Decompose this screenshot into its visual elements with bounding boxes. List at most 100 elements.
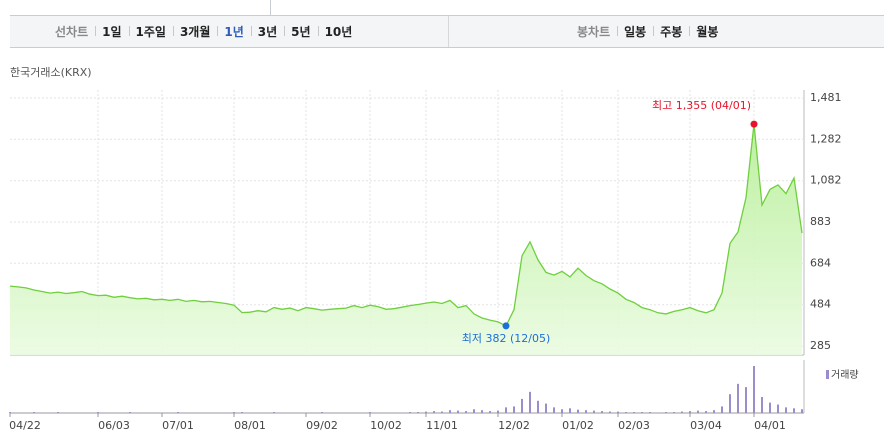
volume-bar xyxy=(465,411,467,413)
volume-bar xyxy=(481,410,483,413)
annotation-dot xyxy=(502,322,510,330)
volume-bar xyxy=(129,412,131,413)
price-line xyxy=(9,124,803,327)
volume-bar xyxy=(489,411,491,413)
legend-label: 거래량 xyxy=(831,369,859,381)
volume-bar xyxy=(457,410,459,413)
volume-bar xyxy=(505,407,507,413)
annotation-label: 최저 382 (12/05) xyxy=(462,332,551,345)
volume-bar xyxy=(641,412,643,413)
tab-bar: 선차트 1일 1주일 3개월 1년 3년 5년 10년 봉차트 일봉 주봉 월봉 xyxy=(10,15,884,48)
line-tabs: 선차트 1일 1주일 3개월 1년 3년 5년 10년 xyxy=(48,16,359,47)
volume-bar xyxy=(705,411,707,413)
tab[interactable]: 10년 xyxy=(317,23,360,40)
x-tick-label: 08/01 xyxy=(234,419,266,432)
volume-bar xyxy=(537,400,539,413)
x-tick-label: 04/22 xyxy=(9,419,41,432)
volume-bar xyxy=(801,409,803,413)
tab[interactable]: 1년 xyxy=(217,23,250,40)
candle-tabs: 봉차트 일봉 주봉 월봉 xyxy=(570,16,725,47)
volume-bar xyxy=(609,411,611,413)
volume-bar xyxy=(321,412,323,413)
tab[interactable]: 일봉 xyxy=(617,23,653,40)
volume-bar xyxy=(9,412,11,413)
x-tick-label: 01/02 xyxy=(562,419,594,432)
volume-bar xyxy=(177,412,179,413)
volume-bar xyxy=(769,402,771,413)
tab-label: 선차트 xyxy=(55,25,89,39)
volume-bar xyxy=(417,412,419,413)
volume-bar xyxy=(753,366,755,413)
volume-bar xyxy=(409,412,411,413)
volume-bar xyxy=(601,411,603,413)
tab-divider xyxy=(448,16,449,47)
volume-bar xyxy=(57,412,59,413)
chart-subtitle: 한국거래소(KRX) xyxy=(10,66,92,79)
y-tick-label: 285 xyxy=(810,339,831,352)
volume-bar xyxy=(273,412,275,413)
volume-bar xyxy=(497,410,499,413)
volume-bar xyxy=(241,412,243,413)
tab[interactable]: 3년 xyxy=(250,23,284,40)
volume-bar xyxy=(793,408,795,413)
volume-bar xyxy=(369,412,371,413)
volume-bar xyxy=(529,391,531,413)
volume-bar xyxy=(673,412,675,413)
price-area xyxy=(10,124,802,355)
x-tick-label: 03/04 xyxy=(690,419,722,432)
volume-bar xyxy=(729,394,731,413)
volume-bar xyxy=(513,406,515,413)
volume-bar xyxy=(633,412,635,413)
volume-bar xyxy=(577,409,579,413)
volume-bar xyxy=(713,410,715,413)
y-tick-label: 1,282 xyxy=(810,132,842,145)
volume-bar xyxy=(785,407,787,413)
volume-bar xyxy=(569,408,571,413)
tab[interactable]: 3개월 xyxy=(172,23,217,40)
x-tick-label: 11/01 xyxy=(426,419,458,432)
volume-bar xyxy=(737,383,739,413)
volume-bar xyxy=(545,403,547,413)
y-tick-label: 883 xyxy=(810,215,831,228)
y-tick-label: 1,481 xyxy=(810,91,842,104)
volume-bar xyxy=(473,409,475,413)
x-tick-label: 09/02 xyxy=(306,419,338,432)
x-tick-label: 02/03 xyxy=(618,419,650,432)
tab[interactable]: 1주일 xyxy=(128,23,173,40)
volume-bar xyxy=(553,407,555,413)
tab[interactable]: 월봉 xyxy=(689,23,725,40)
tab[interactable]: 주봉 xyxy=(653,23,689,40)
volume-bar xyxy=(33,412,35,413)
volume-bar xyxy=(625,412,627,413)
volume-bar xyxy=(441,411,443,413)
volume-bar xyxy=(777,404,779,413)
volume-bar xyxy=(649,412,651,413)
annotation-dot xyxy=(750,120,758,128)
volume-bar xyxy=(761,397,763,413)
x-tick-label: 07/01 xyxy=(162,419,194,432)
volume-bar xyxy=(593,410,595,413)
volume-bar xyxy=(745,387,747,413)
volume-bar xyxy=(585,410,587,413)
x-tick-label: 04/01 xyxy=(754,419,786,432)
x-tick-label: 10/02 xyxy=(370,419,402,432)
y-tick-label: 484 xyxy=(810,298,831,311)
volume-bar xyxy=(721,406,723,413)
x-tick-label: 06/03 xyxy=(98,419,130,432)
tab[interactable]: 1일 xyxy=(95,23,128,40)
volume-bar xyxy=(697,410,699,413)
volume-bar xyxy=(233,412,235,413)
volume-bar xyxy=(433,411,435,413)
tab[interactable]: 5년 xyxy=(284,23,317,40)
volume-bar xyxy=(681,411,683,413)
volume-bar xyxy=(561,409,563,413)
volume-bar xyxy=(689,411,691,413)
tab-edge xyxy=(270,0,271,15)
x-tick-label: 12/02 xyxy=(498,419,530,432)
volume-bar xyxy=(617,411,619,413)
volume-bar xyxy=(521,398,523,413)
legend-swatch xyxy=(826,370,829,379)
tab-label: 봉차트 xyxy=(577,25,611,39)
